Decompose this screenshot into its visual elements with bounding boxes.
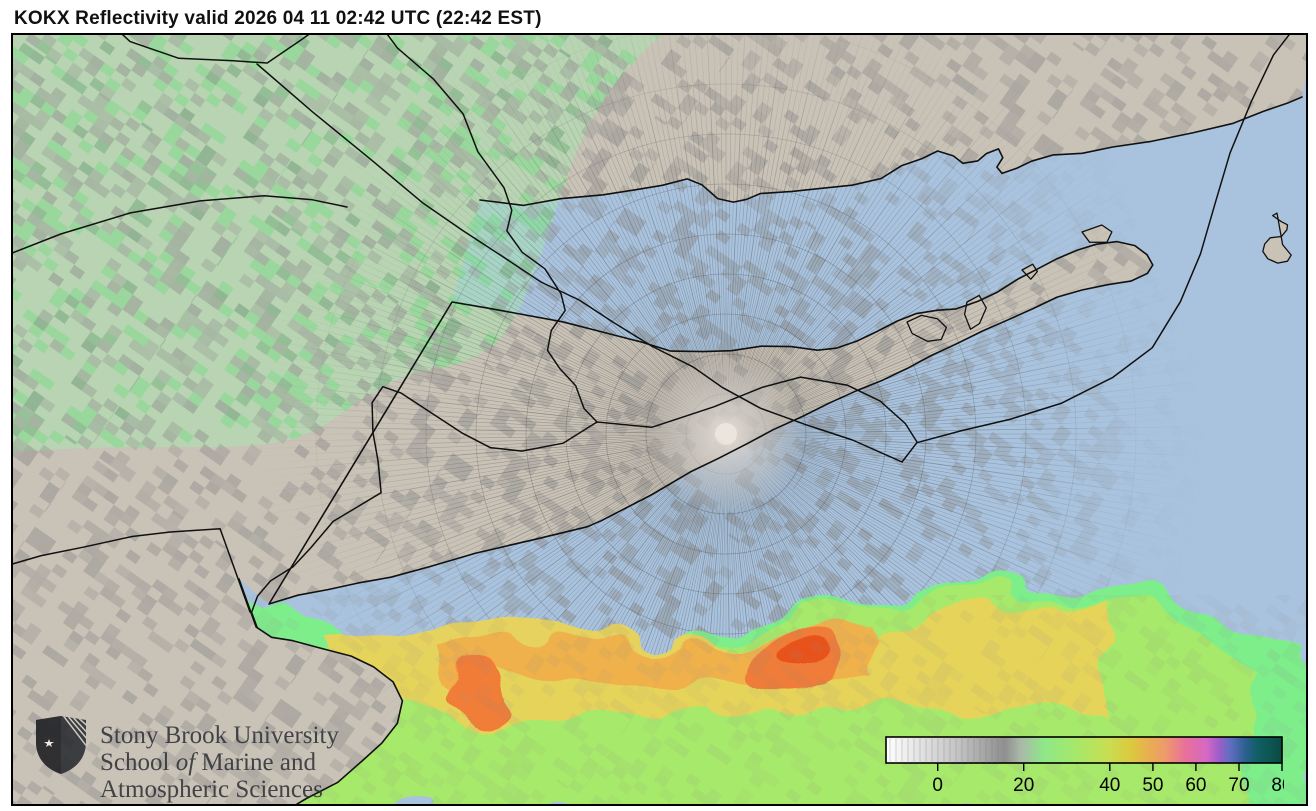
svg-text:50: 50 [1142,775,1163,796]
svg-text:80: 80 [1271,775,1284,796]
svg-text:40: 40 [1099,775,1120,796]
svg-text:60: 60 [1185,775,1206,796]
svg-text:20: 20 [1013,775,1034,796]
svg-text:0: 0 [932,775,943,796]
svg-text:70: 70 [1228,775,1249,796]
